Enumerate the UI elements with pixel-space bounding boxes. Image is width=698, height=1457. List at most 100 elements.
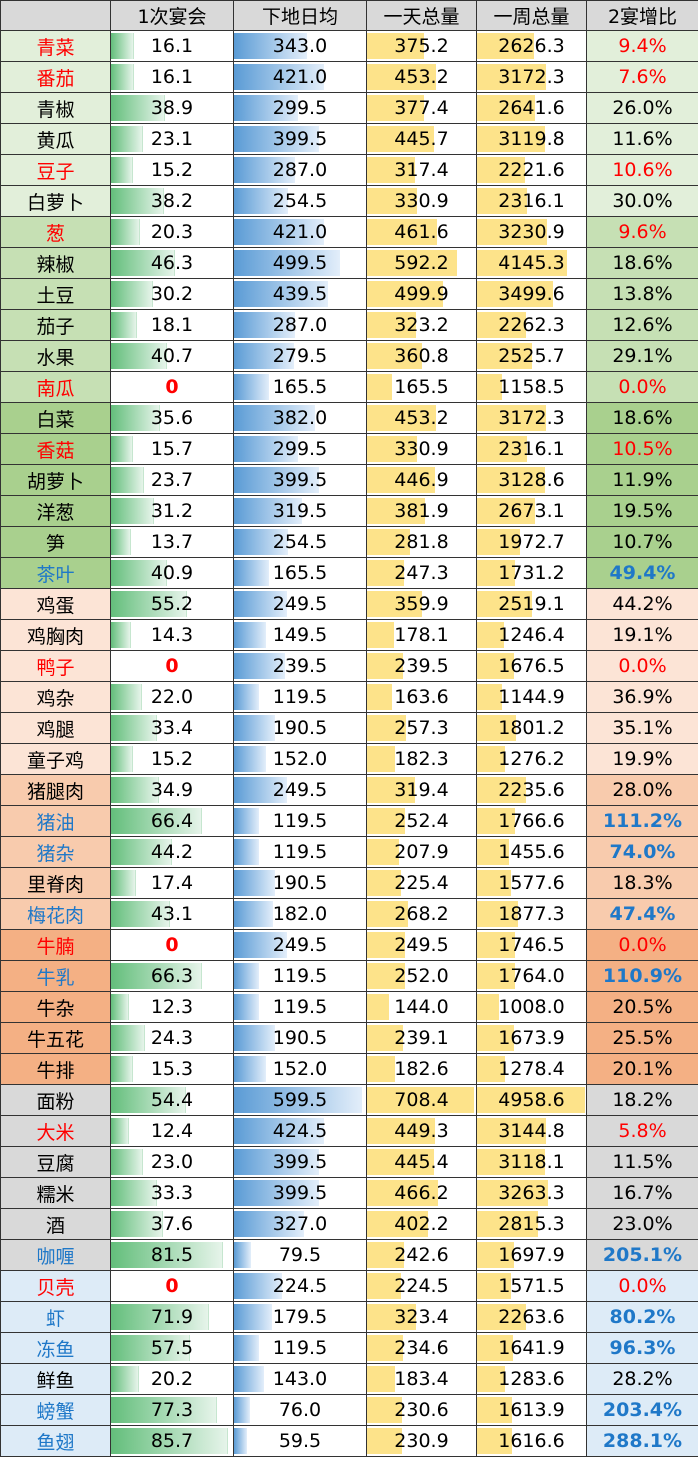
banquet-cell[interactable]: 20.2	[111, 1364, 234, 1395]
week-total-cell[interactable]: 2262.3	[477, 310, 587, 341]
banquet-cell[interactable]: 85.7	[111, 1426, 234, 1457]
week-total-cell[interactable]: 4958.6	[477, 1085, 587, 1116]
header-cell-day-total[interactable]: 一天总量	[367, 1, 477, 31]
banquet-cell[interactable]: 15.3	[111, 1054, 234, 1085]
banquet-cell[interactable]: 33.3	[111, 1178, 234, 1209]
item-name-cell[interactable]: 虾	[1, 1302, 111, 1333]
week-total-cell[interactable]: 3263.3	[477, 1178, 587, 1209]
increase-cell[interactable]: 30.0%	[587, 186, 698, 217]
daily-avg-cell[interactable]: 439.5	[234, 279, 367, 310]
banquet-cell[interactable]: 22.0	[111, 682, 234, 713]
week-total-cell[interactable]: 3118.1	[477, 1147, 587, 1178]
week-total-cell[interactable]: 1673.9	[477, 1023, 587, 1054]
day-total-cell[interactable]: 445.7	[367, 124, 477, 155]
day-total-cell[interactable]: 239.5	[367, 651, 477, 682]
week-total-cell[interactable]: 1801.2	[477, 713, 587, 744]
increase-cell[interactable]: 9.6%	[587, 217, 698, 248]
banquet-cell[interactable]: 54.4	[111, 1085, 234, 1116]
daily-avg-cell[interactable]: 152.0	[234, 744, 367, 775]
day-total-cell[interactable]: 234.6	[367, 1333, 477, 1364]
banquet-cell[interactable]: 15.2	[111, 744, 234, 775]
week-total-cell[interactable]: 2316.1	[477, 186, 587, 217]
item-name-cell[interactable]: 面粉	[1, 1085, 111, 1116]
daily-avg-cell[interactable]: 254.5	[234, 527, 367, 558]
daily-avg-cell[interactable]: 399.5	[234, 1178, 367, 1209]
day-total-cell[interactable]: 165.5	[367, 372, 477, 403]
day-total-cell[interactable]: 230.6	[367, 1395, 477, 1426]
week-total-cell[interactable]: 1613.9	[477, 1395, 587, 1426]
banquet-cell[interactable]: 12.4	[111, 1116, 234, 1147]
item-name-cell[interactable]: 黄瓜	[1, 124, 111, 155]
increase-cell[interactable]: 9.4%	[587, 31, 698, 62]
increase-cell[interactable]: 36.9%	[587, 682, 698, 713]
day-total-cell[interactable]: 207.9	[367, 837, 477, 868]
daily-avg-cell[interactable]: 119.5	[234, 837, 367, 868]
week-total-cell[interactable]: 1766.6	[477, 806, 587, 837]
daily-avg-cell[interactable]: 119.5	[234, 992, 367, 1023]
week-total-cell[interactable]: 1577.6	[477, 868, 587, 899]
day-total-cell[interactable]: 319.4	[367, 775, 477, 806]
banquet-cell[interactable]: 34.9	[111, 775, 234, 806]
item-name-cell[interactable]: 鲜鱼	[1, 1364, 111, 1395]
item-name-cell[interactable]: 茄子	[1, 310, 111, 341]
item-name-cell[interactable]: 番茄	[1, 62, 111, 93]
day-total-cell[interactable]: 359.9	[367, 589, 477, 620]
item-name-cell[interactable]: 牛排	[1, 1054, 111, 1085]
week-total-cell[interactable]: 1641.9	[477, 1333, 587, 1364]
banquet-cell[interactable]: 0	[111, 372, 234, 403]
item-name-cell[interactable]: 胡萝卜	[1, 465, 111, 496]
increase-cell[interactable]: 28.0%	[587, 775, 698, 806]
item-name-cell[interactable]: 糯米	[1, 1178, 111, 1209]
item-name-cell[interactable]: 青菜	[1, 31, 111, 62]
day-total-cell[interactable]: 375.2	[367, 31, 477, 62]
increase-cell[interactable]: 0.0%	[587, 651, 698, 682]
item-name-cell[interactable]: 猪杂	[1, 837, 111, 868]
daily-avg-cell[interactable]: 249.5	[234, 775, 367, 806]
banquet-cell[interactable]: 40.9	[111, 558, 234, 589]
increase-cell[interactable]: 288.1%	[587, 1426, 698, 1457]
daily-avg-cell[interactable]: 254.5	[234, 186, 367, 217]
banquet-cell[interactable]: 33.4	[111, 713, 234, 744]
day-total-cell[interactable]: 242.6	[367, 1240, 477, 1271]
daily-avg-cell[interactable]: 239.5	[234, 651, 367, 682]
week-total-cell[interactable]: 2673.1	[477, 496, 587, 527]
increase-cell[interactable]: 10.6%	[587, 155, 698, 186]
increase-cell[interactable]: 111.2%	[587, 806, 698, 837]
increase-cell[interactable]: 0.0%	[587, 930, 698, 961]
day-total-cell[interactable]: 445.4	[367, 1147, 477, 1178]
week-total-cell[interactable]: 1571.5	[477, 1271, 587, 1302]
daily-avg-cell[interactable]: 59.5	[234, 1426, 367, 1457]
day-total-cell[interactable]: 317.4	[367, 155, 477, 186]
daily-avg-cell[interactable]: 249.5	[234, 589, 367, 620]
day-total-cell[interactable]: 449.3	[367, 1116, 477, 1147]
item-name-cell[interactable]: 鸡杂	[1, 682, 111, 713]
banquet-cell[interactable]: 18.1	[111, 310, 234, 341]
item-name-cell[interactable]: 南瓜	[1, 372, 111, 403]
banquet-cell[interactable]: 35.6	[111, 403, 234, 434]
banquet-cell[interactable]: 71.9	[111, 1302, 234, 1333]
header-cell-banquet[interactable]: 1次宴会	[111, 1, 234, 31]
item-name-cell[interactable]: 牛腩	[1, 930, 111, 961]
banquet-cell[interactable]: 0	[111, 1271, 234, 1302]
week-total-cell[interactable]: 1276.2	[477, 744, 587, 775]
week-total-cell[interactable]: 1697.9	[477, 1240, 587, 1271]
daily-avg-cell[interactable]: 149.5	[234, 620, 367, 651]
day-total-cell[interactable]: 239.1	[367, 1023, 477, 1054]
increase-cell[interactable]: 19.5%	[587, 496, 698, 527]
banquet-cell[interactable]: 23.1	[111, 124, 234, 155]
banquet-cell[interactable]: 16.1	[111, 31, 234, 62]
daily-avg-cell[interactable]: 190.5	[234, 868, 367, 899]
day-total-cell[interactable]: 224.5	[367, 1271, 477, 1302]
increase-cell[interactable]: 96.3%	[587, 1333, 698, 1364]
increase-cell[interactable]: 19.1%	[587, 620, 698, 651]
increase-cell[interactable]: 26.0%	[587, 93, 698, 124]
day-total-cell[interactable]: 178.1	[367, 620, 477, 651]
daily-avg-cell[interactable]: 182.0	[234, 899, 367, 930]
daily-avg-cell[interactable]: 119.5	[234, 1333, 367, 1364]
increase-cell[interactable]: 80.2%	[587, 1302, 698, 1333]
item-name-cell[interactable]: 童子鸡	[1, 744, 111, 775]
daily-avg-cell[interactable]: 287.0	[234, 155, 367, 186]
banquet-cell[interactable]: 15.2	[111, 155, 234, 186]
week-total-cell[interactable]: 3172.3	[477, 62, 587, 93]
daily-avg-cell[interactable]: 499.5	[234, 248, 367, 279]
